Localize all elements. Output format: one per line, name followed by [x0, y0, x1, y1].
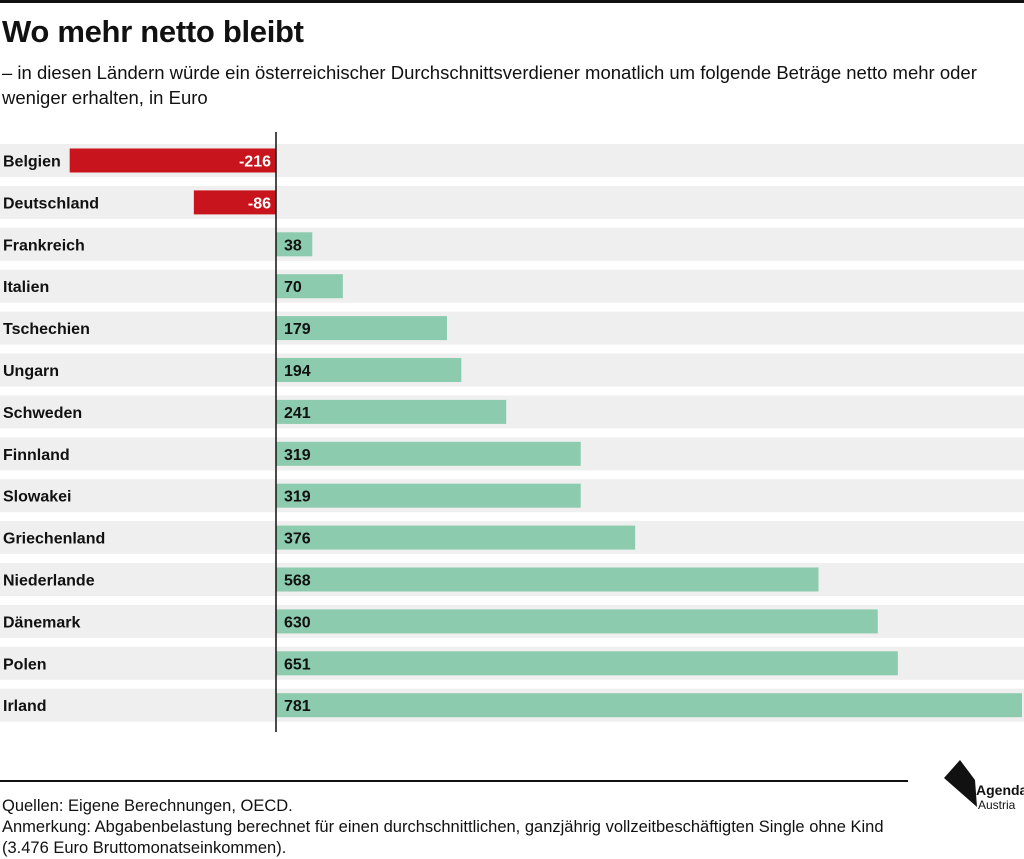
category-label: Belgien [3, 154, 61, 171]
category-label: Ungarn [3, 363, 59, 380]
sources-note: Quellen: Eigene Berechnungen, OECD. [2, 797, 293, 815]
category-label: Slowakei [3, 489, 71, 506]
data-label: 241 [284, 405, 311, 422]
data-label: -216 [239, 154, 271, 171]
data-label: 376 [284, 531, 311, 548]
bar [276, 399, 507, 424]
data-label: 630 [284, 614, 311, 631]
row-band [0, 185, 1024, 219]
data-label: 38 [284, 237, 302, 254]
row-band [0, 311, 1024, 345]
footer: Quellen: Eigene Berechnungen, OECD. Anme… [2, 796, 907, 859]
footer-rule [0, 780, 908, 782]
bar [276, 274, 343, 299]
category-label: Dänemark [3, 614, 80, 631]
agenda-austria-logo-icon [944, 760, 977, 807]
data-label: 70 [284, 279, 302, 296]
category-label: Irland [3, 698, 47, 715]
methodology-note: Anmerkung: Abgabenbelastung berechnet fü… [2, 818, 884, 857]
bar [276, 232, 313, 257]
bar-chart: Belgien -216 Deutschland -86 Frankreich 38 Ita… [0, 132, 1024, 732]
row-band [0, 395, 1024, 429]
bar [193, 190, 276, 215]
category-label: Frankreich [3, 237, 85, 254]
bar [276, 316, 447, 341]
logo-name: Agenda [976, 782, 1024, 798]
row-band [0, 353, 1024, 387]
data-label: 179 [284, 321, 311, 338]
category-label: Niederlande [3, 573, 95, 590]
data-label: 319 [284, 447, 311, 464]
data-label: 319 [284, 489, 311, 506]
top-rule [0, 0, 1024, 3]
data-label: 568 [284, 573, 311, 590]
row-band [0, 269, 1024, 303]
category-label: Schweden [3, 405, 82, 422]
bar [276, 441, 581, 466]
data-label: 781 [284, 698, 311, 715]
category-label: Deutschland [3, 195, 99, 212]
chart-subtitle: – in diesen Ländern würde ein österreich… [2, 62, 977, 108]
category-label: Tschechien [3, 321, 90, 338]
logo-sub: Austria [978, 798, 1016, 812]
category-label: Polen [3, 656, 47, 673]
bar [69, 148, 276, 173]
category-label: Finnland [3, 447, 70, 464]
bar [276, 651, 898, 676]
bar [276, 693, 1022, 718]
bar [276, 525, 636, 550]
data-label: -86 [248, 195, 271, 212]
category-label: Griechenland [3, 531, 105, 548]
row-band [0, 227, 1024, 261]
bar [276, 358, 462, 382]
chart-title: Wo mehr netto bleibt [2, 14, 304, 49]
bar [276, 483, 581, 508]
data-label: 194 [284, 363, 311, 380]
bar [276, 609, 878, 634]
data-label: 651 [284, 656, 311, 673]
bar [276, 567, 819, 592]
category-label: Italien [3, 279, 49, 296]
